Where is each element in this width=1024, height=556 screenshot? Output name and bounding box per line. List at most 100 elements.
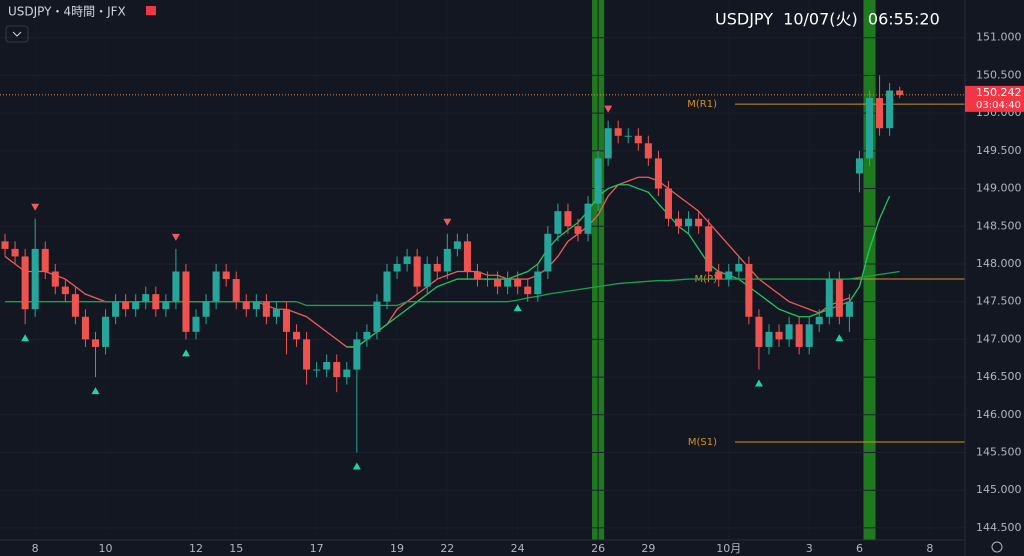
candle-body [81, 316, 89, 340]
chevron [12, 31, 22, 37]
x-tick-label: 8 [926, 542, 933, 555]
candle-body [272, 309, 280, 317]
candle-body [695, 218, 703, 227]
candle-body [815, 316, 823, 325]
pivot-label: M(S1) [688, 437, 717, 448]
candle-body [745, 263, 753, 317]
candle-body [554, 211, 562, 234]
candle-body [373, 301, 381, 332]
highlight-band [863, 0, 876, 540]
candle-body [494, 279, 502, 287]
signal-up [21, 334, 30, 342]
candle-body [484, 279, 492, 281]
candle-body [685, 218, 693, 227]
candle-body [664, 188, 672, 219]
candle-body [313, 369, 321, 371]
candle-body [102, 316, 110, 347]
candle-body [142, 294, 150, 302]
candle-body [825, 279, 833, 317]
candle-body [343, 369, 351, 378]
collapse-button[interactable] [5, 25, 29, 43]
candle-body [886, 90, 894, 129]
pivot-label: M(R1) [687, 99, 717, 110]
candle-body [504, 279, 512, 287]
candle-body [21, 256, 29, 310]
candle-body [674, 218, 683, 227]
candle-body [765, 331, 773, 347]
candle-body [11, 248, 19, 257]
candle-body [383, 271, 391, 302]
x-tick-label: 29 [641, 542, 655, 555]
x-tick-label: 12 [189, 542, 203, 555]
candle-body [845, 301, 853, 317]
x-tick-label: 19 [390, 542, 404, 555]
candle-body [423, 263, 431, 287]
candle-body [624, 135, 632, 137]
candle-body [604, 128, 612, 159]
y-tick-label: 148.500 [976, 219, 1022, 232]
candle-body [303, 339, 311, 370]
candle-body [132, 301, 140, 310]
y-tick-label: 145.000 [976, 483, 1022, 496]
candle-body [795, 324, 803, 347]
candle-body [71, 294, 79, 317]
candle-body [172, 271, 180, 302]
y-tick-label: 149.500 [976, 144, 1022, 157]
candle-body [51, 271, 59, 287]
countdown: 03:04:40 [976, 100, 1021, 111]
candle-body [654, 158, 662, 189]
signal-up [754, 379, 763, 387]
candle-body [323, 362, 331, 370]
candle-body [644, 143, 652, 159]
candle-body [524, 286, 532, 295]
candle-body [1, 241, 9, 249]
y-tick-label: 151.000 [976, 31, 1022, 44]
x-tick-label: 6 [856, 542, 863, 555]
symbol[interactable]: USDJPY・4時間・JFX [8, 5, 126, 19]
x-tick-label: 10月 [716, 542, 741, 555]
candle-body [232, 279, 240, 302]
candle-body [755, 316, 763, 347]
x-tick-label: 15 [229, 542, 243, 555]
signal-down [171, 233, 180, 241]
candle-body [725, 271, 733, 280]
candle-body [473, 271, 481, 280]
signal-down [604, 105, 613, 113]
y-tick-label: 147.500 [976, 295, 1022, 308]
candle-body [534, 271, 542, 295]
signal-up [181, 349, 190, 357]
signal-up [835, 334, 844, 342]
candle-body [393, 263, 401, 272]
settings-icon[interactable] [991, 541, 1003, 553]
candle-body [61, 286, 69, 295]
x-tick-label: 17 [310, 542, 324, 555]
candle-body [403, 256, 411, 264]
y-tick-label: 148.000 [976, 257, 1022, 270]
x-tick-label: 26 [591, 542, 605, 555]
candle-body [363, 331, 371, 340]
candle-body [785, 324, 793, 340]
signal-up [352, 462, 361, 470]
y-tick-label: 150.500 [976, 68, 1022, 81]
candle-body [162, 301, 170, 310]
x-tick-label: 10 [99, 542, 113, 555]
candle-body [865, 98, 874, 159]
candle-body [594, 158, 602, 204]
candle-body [564, 211, 572, 227]
candle-body [31, 248, 39, 310]
candle-body [222, 271, 230, 280]
x-tick-label: 8 [32, 542, 39, 555]
candle-body [91, 339, 100, 347]
candle-body [282, 309, 291, 332]
candle-body [333, 362, 341, 378]
candle-body [122, 301, 130, 310]
candle-body [112, 301, 120, 317]
candle-body [735, 263, 743, 272]
flag-icon[interactable] [146, 6, 156, 15]
y-tick-label: 145.500 [976, 446, 1022, 459]
x-tick-label: 3 [806, 542, 813, 555]
candle-body [413, 256, 421, 287]
candle-body [463, 241, 471, 272]
y-tick-label: 146.000 [976, 408, 1022, 421]
